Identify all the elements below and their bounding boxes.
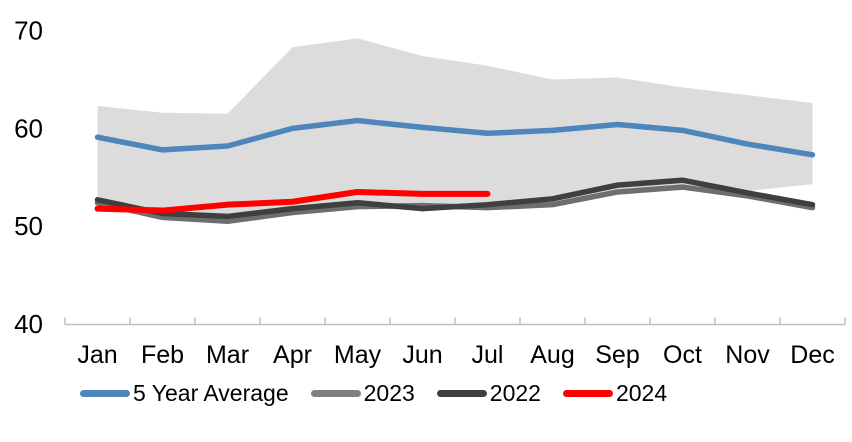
x-tick-label: Feb	[141, 341, 184, 369]
y-tick-label: 50	[14, 211, 43, 241]
legend-item-2023: 2023	[310, 380, 415, 406]
legend-swatch-5-year-average	[80, 390, 130, 397]
series-line-5-year-average	[94, 117, 816, 158]
legend-item-2022: 2022	[436, 380, 541, 406]
x-tick-label: May	[334, 341, 382, 369]
series-line-2024	[94, 188, 491, 214]
x-tick-label: Mar	[206, 341, 249, 369]
legend-label-2023: 2023	[363, 380, 415, 406]
y-tick-label: 60	[14, 113, 43, 143]
legend-swatch-2024	[562, 390, 613, 397]
legend-label-2022: 2022	[489, 380, 541, 406]
legend-label-5-year-average: 5 Year Average	[133, 380, 289, 406]
x-tick-label: Jul	[472, 341, 504, 369]
x-tick-label: Nov	[725, 341, 770, 369]
line-chart: 40 50 60 70 Jan Feb Mar Apr May Jun Jul Aug Sep Oct No…	[14, 16, 846, 369]
legend-item-2024: 2024	[562, 380, 668, 406]
x-tick-label: Apr	[273, 341, 312, 369]
x-tick-label: Dec	[790, 341, 834, 369]
x-tick-label: Jan	[77, 341, 117, 369]
legend-swatch-2023	[310, 390, 361, 397]
legend: 5 Year Average 2023 2022 2024	[80, 382, 667, 405]
legend-item-5-year-average: 5 Year Average	[80, 382, 289, 405]
y-tick-label: 70	[14, 16, 43, 46]
x-tick-label: Aug	[530, 341, 574, 369]
series-line-2022	[94, 177, 816, 220]
x-tick-label: Sep	[595, 341, 639, 369]
x-tick-label: Oct	[663, 341, 702, 369]
y-tick-label: 40	[14, 309, 43, 339]
legend-label-2024: 2024	[615, 380, 668, 406]
legend-swatch-2022	[436, 390, 487, 397]
x-tick-label: Jun	[402, 341, 442, 369]
